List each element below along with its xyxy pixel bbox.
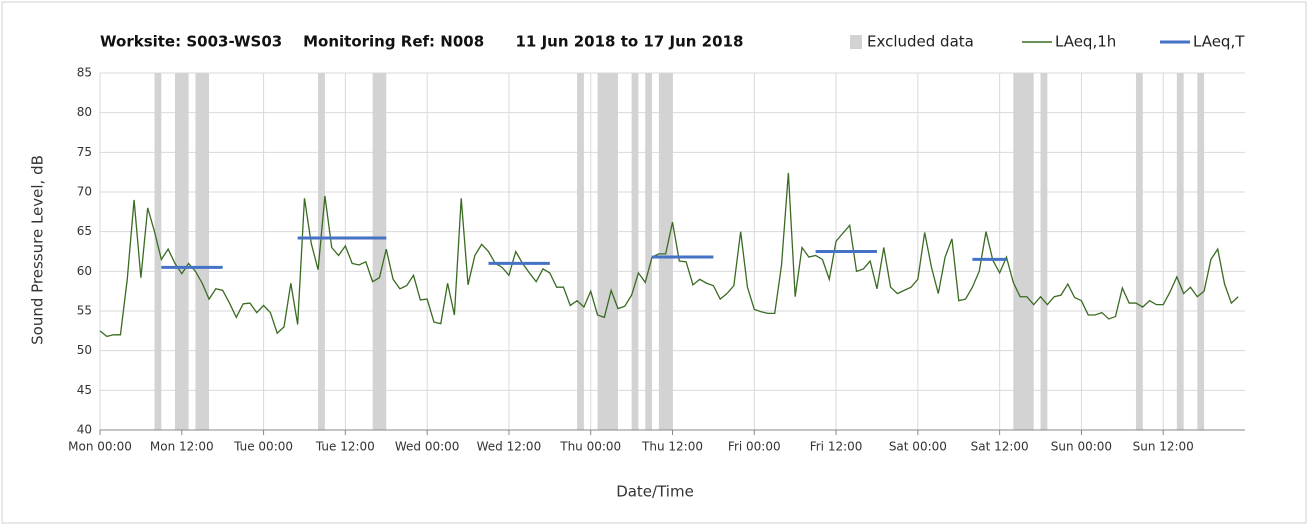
excluded-band: [631, 73, 639, 430]
x-tick-label: Wed 00:00: [395, 440, 460, 454]
legend-label: LAeq,T: [1193, 33, 1245, 51]
excluded-band: [174, 73, 189, 430]
y-tick-label: 85: [77, 66, 92, 80]
excluded-band: [1176, 73, 1184, 430]
chart-title: Worksite: S003-WS03 Monitoring Ref: N008…: [100, 33, 743, 51]
excluded-band: [318, 73, 325, 430]
y-tick-label: 55: [77, 304, 92, 318]
y-tick-label: 40: [77, 423, 92, 437]
excluded-band: [1135, 73, 1143, 430]
x-tick-label: Fri 12:00: [810, 440, 863, 454]
x-tick-label: Sun 00:00: [1051, 440, 1112, 454]
x-tick-label: Mon 12:00: [150, 440, 214, 454]
y-tick-label: 50: [77, 343, 92, 357]
x-tick-label: Sat 12:00: [971, 440, 1029, 454]
x-tick-label: Sun 12:00: [1133, 440, 1194, 454]
excluded-band: [1013, 73, 1034, 430]
legend-swatch: [850, 35, 862, 49]
legend-label: Excluded data: [867, 33, 974, 51]
x-tick-label: Tue 00:00: [233, 440, 293, 454]
y-tick-label: 65: [77, 224, 92, 238]
x-tick-label: Fri 00:00: [728, 440, 781, 454]
excluded-band: [1040, 73, 1048, 430]
excluded-band: [577, 73, 584, 430]
x-tick-label: Thu 00:00: [559, 440, 621, 454]
x-axis-label: Date/Time: [616, 483, 694, 501]
excluded-band: [372, 73, 387, 430]
x-tick-label: Wed 12:00: [477, 440, 542, 454]
excluded-band: [154, 73, 162, 430]
y-axis-label: Sound Pressure Level, dB: [29, 155, 47, 345]
y-tick-label: 75: [77, 145, 92, 159]
excluded-band: [195, 73, 210, 430]
x-tick-label: Mon 00:00: [68, 440, 132, 454]
data-line: [99, 172, 1239, 338]
legend-label: LAeq,1h: [1055, 33, 1116, 51]
excluded-band: [597, 73, 618, 430]
excluded-band: [1197, 73, 1205, 430]
x-tick-label: Thu 12:00: [641, 440, 703, 454]
y-tick-label: 45: [77, 383, 92, 397]
y-tick-label: 80: [77, 105, 92, 119]
excluded-band: [645, 73, 653, 430]
y-tick-label: 70: [77, 185, 92, 199]
x-tick-label: Sat 00:00: [889, 440, 947, 454]
y-tick-label: 60: [77, 264, 92, 278]
x-tick-label: Tue 12:00: [315, 440, 375, 454]
